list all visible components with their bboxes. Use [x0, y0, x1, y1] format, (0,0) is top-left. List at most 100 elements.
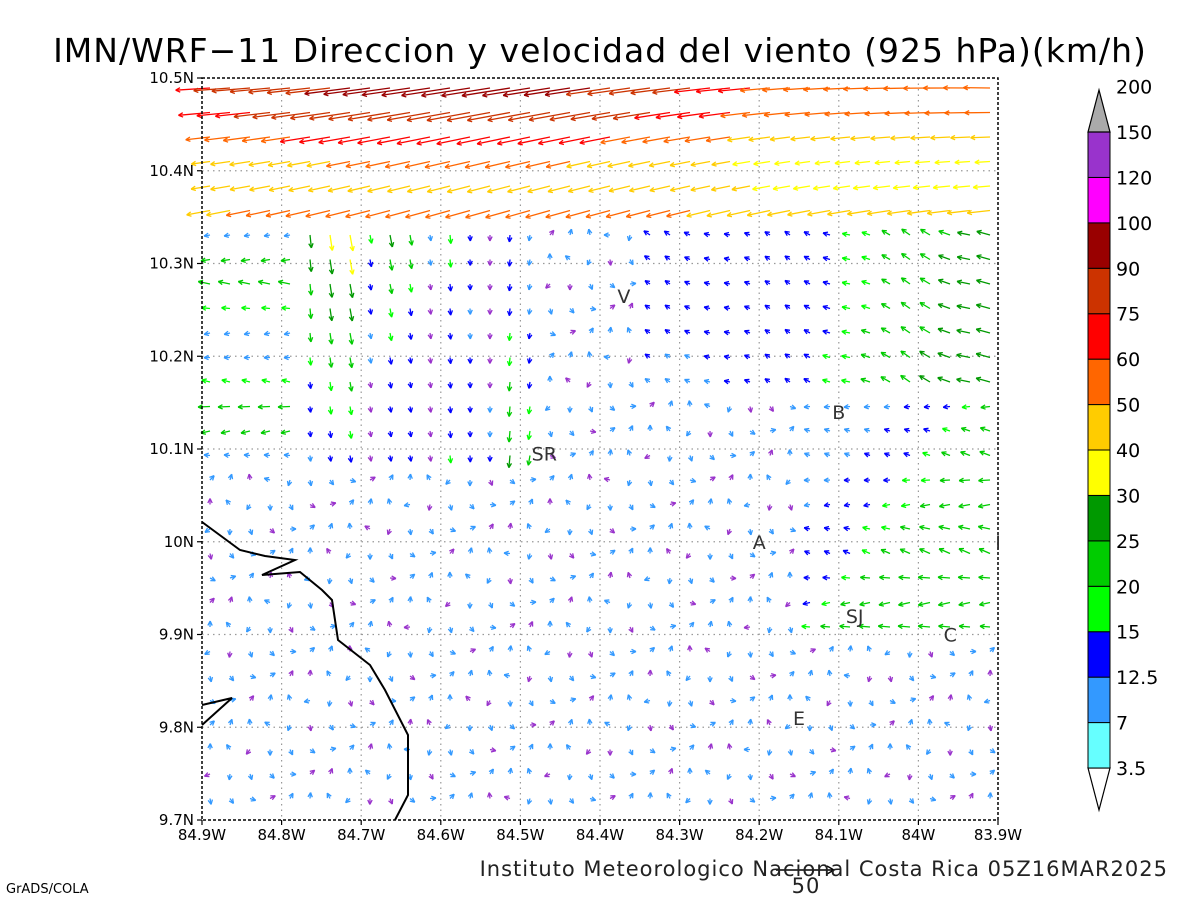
wind-arrow	[527, 431, 531, 440]
wind-arrow	[528, 382, 532, 388]
wind-arrow	[767, 211, 790, 217]
colorbar-box	[1088, 405, 1110, 450]
wind-arrow	[228, 474, 232, 480]
wind-arrow	[527, 646, 531, 652]
wind-arrow	[448, 695, 452, 701]
wind-arrow	[244, 331, 250, 335]
wind-arrow	[804, 405, 810, 409]
wind-arrow	[328, 646, 332, 652]
wind-arrow	[510, 479, 515, 483]
wind-arrow	[510, 746, 515, 750]
wind-arrow	[489, 603, 493, 609]
wind-arrow	[430, 674, 436, 678]
wind-arrow	[790, 773, 795, 777]
city-label: B	[832, 402, 845, 424]
wind-arrow	[508, 646, 512, 652]
wind-arrow	[823, 257, 830, 261]
wind-arrow	[258, 280, 270, 284]
wind-arrow	[844, 453, 850, 457]
wind-arrow	[648, 793, 652, 799]
colorbar-box	[1088, 268, 1110, 313]
wind-arrow	[604, 600, 610, 604]
wind-arrow	[289, 671, 293, 676]
wind-arrow	[327, 671, 331, 676]
wind-arrow	[588, 229, 592, 235]
wind-arrow	[973, 185, 990, 189]
x-tick-label: 84.1W	[815, 826, 863, 844]
wind-arrow	[528, 554, 532, 560]
wind-arrow	[510, 501, 515, 505]
wind-arrow	[244, 453, 250, 457]
wind-arrow	[823, 355, 830, 359]
wind-arrow	[920, 351, 930, 357]
wind-arrow	[504, 674, 510, 678]
wind-arrow	[744, 232, 750, 236]
wind-arrow	[270, 796, 275, 800]
wind-arrow	[773, 186, 790, 190]
wind-arrow	[669, 480, 673, 485]
wind-arrow	[289, 505, 293, 510]
wind-arrow	[545, 528, 550, 532]
wind-arrow	[468, 431, 472, 437]
wind-arrow	[930, 797, 936, 801]
wind-arrow	[230, 575, 236, 579]
wind-arrow	[976, 279, 990, 284]
wind-arrow	[685, 257, 690, 261]
wind-arrow	[904, 428, 910, 432]
wind-arrow	[270, 774, 275, 779]
wind-arrow	[428, 505, 432, 511]
wind-arrow	[309, 284, 313, 295]
wind-arrow	[950, 773, 955, 778]
wind-arrow	[408, 382, 412, 388]
wind-arrow	[630, 282, 636, 286]
wind-arrow	[920, 327, 930, 333]
wind-arrow	[842, 306, 850, 310]
wind-arrow	[608, 695, 612, 701]
wind-arrow	[785, 281, 790, 285]
wind-arrow	[911, 136, 930, 140]
wind-arrow	[548, 676, 552, 682]
wind-arrow	[404, 625, 410, 629]
wind-arrow	[789, 672, 794, 677]
wind-arrow	[545, 406, 550, 411]
wind-arrow	[310, 770, 315, 775]
wind-arrow	[789, 426, 794, 431]
wind-arrow	[488, 407, 492, 413]
wind-arrow	[650, 748, 655, 752]
wind-arrow	[208, 499, 212, 505]
wind-arrow	[248, 719, 252, 725]
wind-arrow	[388, 744, 392, 750]
wind-arrow	[879, 575, 890, 579]
wind-arrow	[979, 575, 990, 579]
wind-arrow	[628, 358, 632, 364]
wind-arrow	[569, 676, 573, 681]
wind-arrow	[765, 379, 770, 383]
colorbar-box	[1088, 677, 1110, 722]
wind-arrow	[284, 233, 290, 237]
colorbar-label: 15	[1116, 622, 1140, 644]
wind-arrow	[804, 379, 810, 383]
wind-arrow	[664, 231, 670, 235]
wind-arrow	[829, 725, 833, 731]
wind-arrow	[262, 379, 270, 383]
wind-arrow	[935, 160, 950, 164]
wind-arrow	[939, 230, 950, 235]
wind-arrow	[788, 211, 810, 217]
wind-arrow	[349, 745, 354, 750]
wind-arrow	[191, 161, 210, 165]
wind-arrow	[310, 525, 315, 530]
wind-arrow	[327, 793, 331, 798]
wind-arrow	[348, 701, 352, 707]
wind-arrow	[665, 379, 670, 383]
wind-arrow	[689, 745, 694, 750]
wind-arrow	[861, 305, 870, 309]
wind-arrow	[387, 186, 410, 193]
y-tick-label: 9.8N	[159, 718, 194, 736]
wind-arrow	[704, 404, 710, 408]
wind-arrow	[900, 549, 910, 553]
wind-arrow	[588, 474, 592, 480]
wind-arrow	[487, 578, 491, 583]
wind-arrow	[842, 281, 850, 285]
wind-arrow	[586, 749, 590, 754]
wind-arrow	[848, 701, 852, 707]
